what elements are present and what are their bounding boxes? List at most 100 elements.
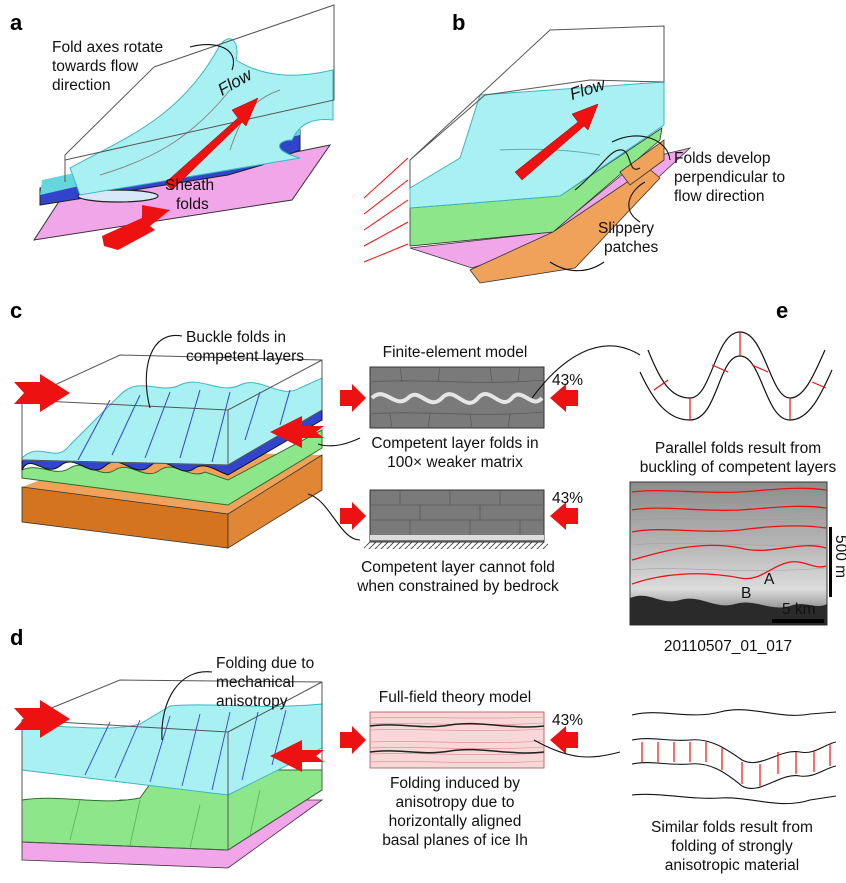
panel-a-annotation-2: towards flow [52,58,139,75]
panel-d-ff-title: Full-field theory model [379,689,531,706]
panel-e-scale-horizontal: 5 km [782,601,816,618]
panel-a-annotation-3: direction [52,77,111,94]
panel-d: d Folding due to mec [10,625,621,869]
panel-a-annotation-1: Fold axes rotate [52,39,163,56]
panel-c-nofold-cap-2: when constrained by bedrock [356,578,559,595]
panel-e-radar-B: B [741,585,751,602]
panel-d-arrow-left [14,700,70,738]
panel-d-fold-3: anisotropy [216,693,288,710]
panel-c-orange-side [227,454,323,549]
panel-d-cap-2: anisotropy due to [396,794,515,811]
panel-a-cyan-sheet [69,38,334,196]
panel-b: b Flow Folds develop perpendicular to fl… [363,10,785,284]
panel-e-similar-top [631,709,837,716]
panel-c-box-back [21,399,229,411]
panel-c-fem-top-arrow-r [550,384,578,412]
panel-d-ff-fold-top [369,722,545,728]
panel-c-buckle-2: competent layers [186,348,304,365]
panel-c-green-layer [21,429,323,506]
panel-c-box [21,354,323,466]
panel-c-buckle-1: Buckle folds in [186,329,286,346]
panel-d-ff-fold-bottom [369,748,545,754]
panel-b-slip-1: Slippery [598,220,654,237]
panel-a: a Flow Fold axes rotate towards flow dir… [10,4,335,250]
panel-e-similar-1: Similar folds result from [651,819,813,836]
panel-d-box-right [227,681,323,733]
panel-e-letter: e [776,298,788,323]
panel-b-folds-3: flow direction [674,188,764,205]
panel-c-buckle-pointer [145,334,183,409]
panel-d-ff-box [369,711,545,769]
panel-c-fem-bottom-box [369,489,545,543]
panel-a-sheath-fold [77,189,159,203]
panel-c-arrow-left [14,374,70,412]
panel-e-radar-id: 20110507_01_017 [664,638,792,655]
panel-e: e Parallel folds result from buckling of… [531,298,846,874]
panel-c: c Buckle folds in competent layers [10,298,583,595]
panel-c-fem-top-fold [370,392,544,405]
panel-a-sheath-label-1: Sheath [165,177,214,194]
panel-b-folds-2: perpendicular to [674,169,785,186]
panel-c-pct-bottom: 43% [552,490,583,507]
panel-d-fold-pointer [161,671,213,741]
panel-c-fem-title: Finite-element model [383,344,528,361]
panel-a-box-top [64,4,335,161]
panel-b-slip-2: patches [604,239,659,256]
panel-a-basal-arrow [102,205,170,250]
panel-e-pointer-top [531,345,641,399]
panel-b-flow-arrow [514,103,599,181]
panel-e-scale-bar-horizontal [772,619,824,623]
panel-d-box [21,679,323,851]
panel-d-pct: 43% [552,712,583,729]
panel-c-fold-cap-1: Competent layer folds in [371,435,538,452]
panel-d-cap-4: basal planes of ice Ih [382,832,528,849]
panel-c-arrow-right [270,416,324,448]
panel-c-letter: c [10,298,22,323]
panel-c-fem-top-grid [369,366,545,429]
panel-c-bed-pointer [307,493,361,541]
panel-a-letter: a [10,10,23,35]
panel-b-letter: b [452,10,465,35]
panel-d-letter: d [10,625,23,650]
panel-e-parallel-1: Parallel folds result from [655,440,821,457]
panel-e-parallel-2: buckling of competent layers [640,459,837,476]
panel-b-slip-pointer-1 [628,181,646,223]
panel-e-similar-l3 [631,762,837,789]
panel-e-similar-2: folding of strongly [671,838,793,855]
panel-e-parallel-arrows [653,332,827,420]
panel-b-shear-arrows [363,157,409,263]
panel-d-green-striations [69,789,261,849]
panel-c-fem-bottom-grid [370,490,544,535]
panel-c-fem-bottom-arrow-l [340,502,366,530]
panel-b-folds-1: Folds develop [674,150,771,167]
panel-c-fem-bottom-layer [370,535,544,540]
panel-d-cap-3: horizontally aligned [389,813,522,830]
panel-b-cyan-body [409,81,665,209]
panel-d-fold-1: Folding due to [216,655,314,672]
panel-d-arrow-right [270,740,324,772]
panel-e-similar-3: anisotropic material [665,857,799,874]
panel-c-fem-bottom-arrow-r [550,502,578,530]
panel-e-radar-A: A [764,571,775,588]
panel-b-slip-pointer-2 [549,261,605,272]
panel-c-cyan-surface [21,377,323,466]
panel-d-cyan-layer [21,703,323,796]
panel-c-box-right [227,359,323,411]
panel-e-radar-bedrock [630,595,827,625]
panel-c-fold-crests [77,389,291,463]
panel-d-pointer-right [533,739,621,758]
panel-e-radar-red-layers [631,487,827,585]
panel-c-pct-top: 43% [552,372,583,389]
panel-c-fem-top-arrow-l [340,384,366,412]
panel-d-ff-arrow-r [550,726,578,754]
panel-c-nofold-cap-1: Competent layer cannot fold [361,559,555,576]
panel-d-cap-1: Folding induced by [390,775,520,792]
panel-e-parallel-fold-outer [647,331,826,399]
panel-a-annotation-pointer [189,43,235,71]
panel-b-folds-pointer [611,135,671,161]
panel-c-bedrock-hatch [364,542,548,549]
panel-b-box-top [409,25,665,161]
panel-c-layer-pointer [317,437,361,447]
panel-d-fold-2: mechanical [216,674,294,691]
